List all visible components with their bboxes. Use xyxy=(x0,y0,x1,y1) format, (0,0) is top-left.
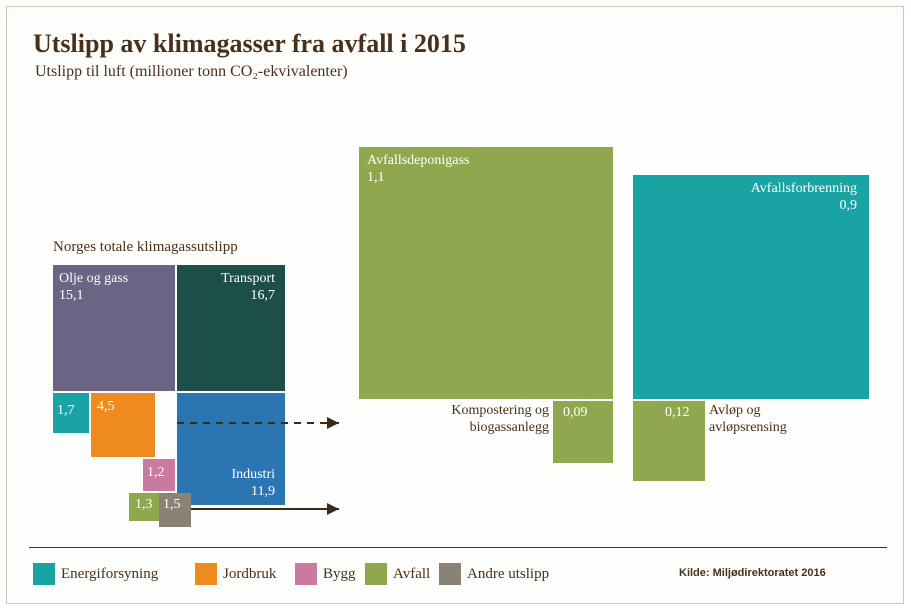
legend-item-jordbruk: Jordbruk xyxy=(195,563,276,585)
block-value-bygg: 1,2 xyxy=(147,465,165,480)
block-label-avfall: 1,3 xyxy=(135,497,153,514)
legend-label-bygg: Bygg xyxy=(323,566,356,583)
block-label-industri: Industri 11,9 xyxy=(231,467,275,501)
ext-label-komp-label: Kompostering ogbiogassanlegg xyxy=(407,403,549,437)
legend-swatch-jordbruk xyxy=(195,563,217,585)
legend-swatch-andre xyxy=(439,563,461,585)
block-label-jordbruk: 4,5 xyxy=(97,399,115,416)
block-label-bygg: 1,2 xyxy=(147,465,165,482)
source-text: Kilde: Miljødirektoratet 2016 xyxy=(679,567,826,579)
block-value-energiforsyning: 1,7 xyxy=(57,403,75,418)
chart-subtitle: Utslipp til luft (millioner tonn CO₂-ekv… xyxy=(35,63,348,81)
legend-label-energiforsyning: Energiforsyning xyxy=(61,566,158,583)
legend-swatch-avfall xyxy=(365,563,387,585)
block-value-andre: 1,5 xyxy=(163,497,181,512)
legend-item-andre: Andre utslipp xyxy=(439,563,549,585)
left-section-label: Norges totale klimagassutslipp xyxy=(53,239,238,256)
legend-label-avfall: Avfall xyxy=(393,566,430,583)
ext-label-avlop-label: Avløp ogavløpsrensing xyxy=(709,403,859,437)
block-value-forbrenning: 0,9 xyxy=(840,198,858,213)
block-name-deponigass: Avfallsdeponigass xyxy=(367,153,469,168)
block-label-olje-gass: Olje og gass 15,1 xyxy=(59,271,128,305)
block-value-kompostering: 0,09 xyxy=(563,405,588,420)
block-name-forbrenning: Avfallsforbrenning xyxy=(751,181,857,196)
legend-item-bygg: Bygg xyxy=(295,563,356,585)
block-value-deponigass: 1,1 xyxy=(367,170,385,185)
block-value-transport: 16,7 xyxy=(251,288,276,303)
block-label-avlop: 0,12 xyxy=(665,405,690,422)
legend-item-energiforsyning: Energiforsyning xyxy=(33,563,158,585)
block-label-andre: 1,5 xyxy=(163,497,181,514)
legend-label-jordbruk: Jordbruk xyxy=(223,566,276,583)
legend-swatch-energiforsyning xyxy=(33,563,55,585)
block-value-olje-gass: 15,1 xyxy=(59,288,84,303)
chart-title: Utslipp av klimagasser fra avfall i 2015 xyxy=(33,29,466,59)
footer-divider xyxy=(29,547,887,548)
block-label-energiforsyning: 1,7 xyxy=(57,403,75,420)
block-label-forbrenning: Avfallsforbrenning 0,9 xyxy=(751,181,857,215)
legend-item-avfall: Avfall xyxy=(365,563,430,585)
block-name-transport: Transport xyxy=(221,271,275,286)
block-name-industri: Industri xyxy=(231,467,275,482)
block-value-jordbruk: 4,5 xyxy=(97,399,115,414)
legend-label-andre: Andre utslipp xyxy=(467,566,549,583)
block-value-avlop: 0,12 xyxy=(665,405,690,420)
chart-frame: Utslipp av klimagasser fra avfall i 2015… xyxy=(6,6,904,604)
block-name-olje-gass: Olje og gass xyxy=(59,271,128,286)
block-value-industri: 11,9 xyxy=(251,484,275,499)
block-label-kompostering: 0,09 xyxy=(563,405,588,422)
block-value-avfall: 1,3 xyxy=(135,497,153,512)
block-label-transport: Transport 16,7 xyxy=(221,271,275,305)
legend-swatch-bygg xyxy=(295,563,317,585)
block-label-deponigass: Avfallsdeponigass 1,1 xyxy=(367,153,469,187)
